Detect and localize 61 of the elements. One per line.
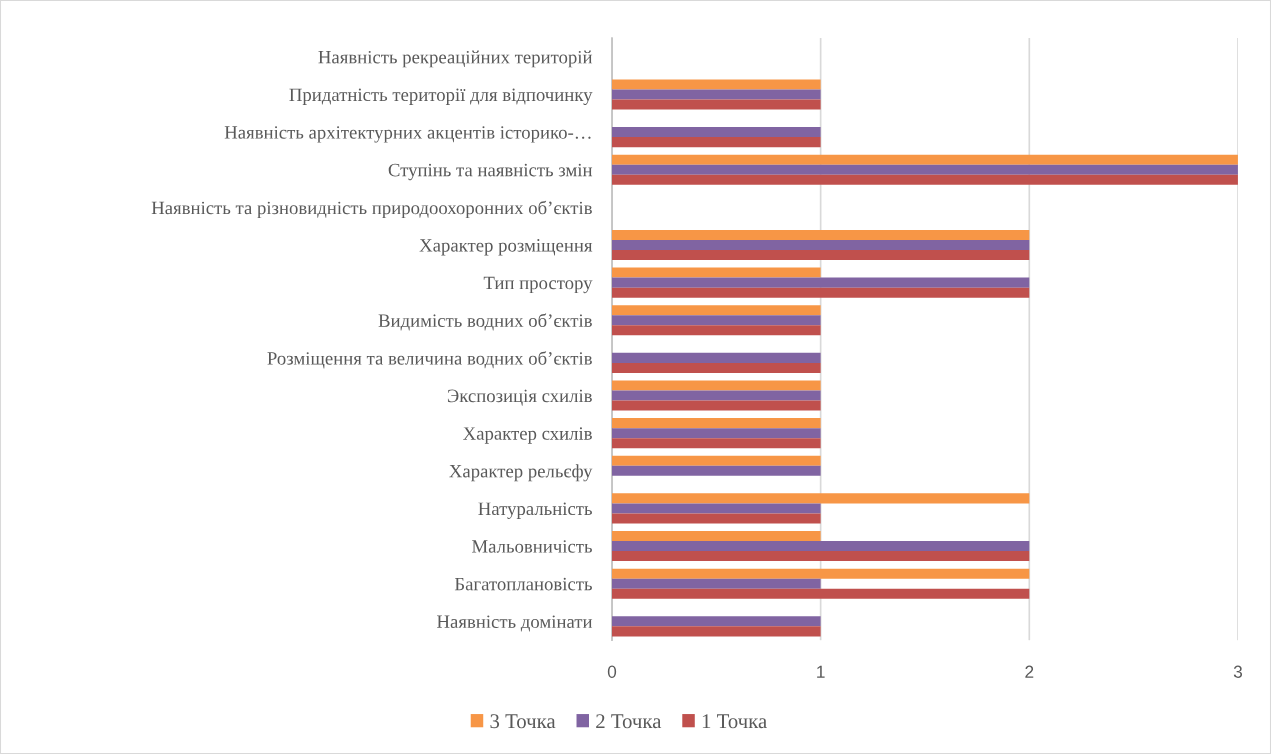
- bar: [611, 287, 1030, 298]
- bar: [611, 239, 1030, 251]
- bar: [611, 588, 1030, 599]
- bar: [611, 267, 821, 278]
- y-tick-label: Розміщення та величина водних об’єктів: [267, 351, 592, 369]
- y-tick-label: Наявність рекреаційних територій: [318, 50, 593, 68]
- bar: [611, 229, 1030, 240]
- bar: [611, 305, 821, 316]
- y-tick-label: Характер схилів: [463, 427, 592, 444]
- bar: [611, 428, 821, 439]
- bar: [611, 551, 1030, 562]
- y-tick-label: Экспозиція схилів: [447, 389, 592, 406]
- bar: [611, 277, 1030, 288]
- bar: [611, 127, 821, 138]
- bar: [611, 154, 1238, 165]
- y-tick-label: Натуральність: [478, 502, 592, 519]
- x-tick-label: 1: [817, 665, 825, 678]
- bar: [611, 362, 821, 373]
- bar: [611, 626, 821, 637]
- y-tick-label: Наявність домінати: [437, 615, 593, 632]
- y-tick-label: Характер рельєфу: [449, 464, 593, 482]
- bar: [611, 568, 1030, 579]
- y-tick-label: Придатність території для відпочинку: [289, 88, 593, 105]
- legend-label: 1 Точка: [702, 714, 767, 729]
- bar: [611, 400, 821, 411]
- bar: [611, 89, 821, 100]
- bar: [611, 79, 821, 90]
- bar: [611, 380, 821, 391]
- bar: [611, 164, 1238, 175]
- x-tick-label: 3: [1233, 665, 1243, 678]
- y-tick-label: Видимість водних об’єктів: [378, 313, 592, 331]
- bar: [611, 315, 821, 326]
- bar: [611, 352, 821, 363]
- legend-label: 2 Точка: [596, 714, 662, 729]
- y-tick-label: Наявність та різновидність природоохоронних об’єктів: [151, 200, 592, 219]
- bar: [611, 174, 1238, 185]
- bar: [611, 455, 821, 466]
- bar: [611, 503, 821, 514]
- x-tick-label: 2: [1025, 665, 1034, 678]
- bar: [611, 531, 821, 542]
- bar: [611, 390, 821, 401]
- bar: [611, 137, 821, 148]
- bar: [611, 250, 1030, 261]
- y-tick-label: Багатоплановість: [454, 577, 592, 591]
- y-tick-label: Наявність архітектурних акцентів історико-…: [224, 126, 591, 143]
- bar: [611, 578, 821, 589]
- x-tick-label: 0: [607, 665, 617, 678]
- y-tick-label: Характер розміщення: [419, 239, 593, 256]
- bar: [611, 99, 821, 110]
- y-tick-label: Мальовничість: [472, 540, 592, 553]
- bar: [611, 616, 821, 627]
- bar: [611, 513, 821, 524]
- y-tick-label: Ступінь та наявність змін: [388, 163, 593, 181]
- bar: [611, 325, 821, 336]
- bar: [611, 418, 821, 429]
- bar: [611, 493, 1030, 504]
- y-tick-label: Тип простору: [483, 276, 593, 294]
- bar: [611, 438, 821, 449]
- bar: [611, 541, 1030, 552]
- bar: [611, 465, 821, 476]
- legend-label: 3 Точка: [490, 714, 556, 729]
